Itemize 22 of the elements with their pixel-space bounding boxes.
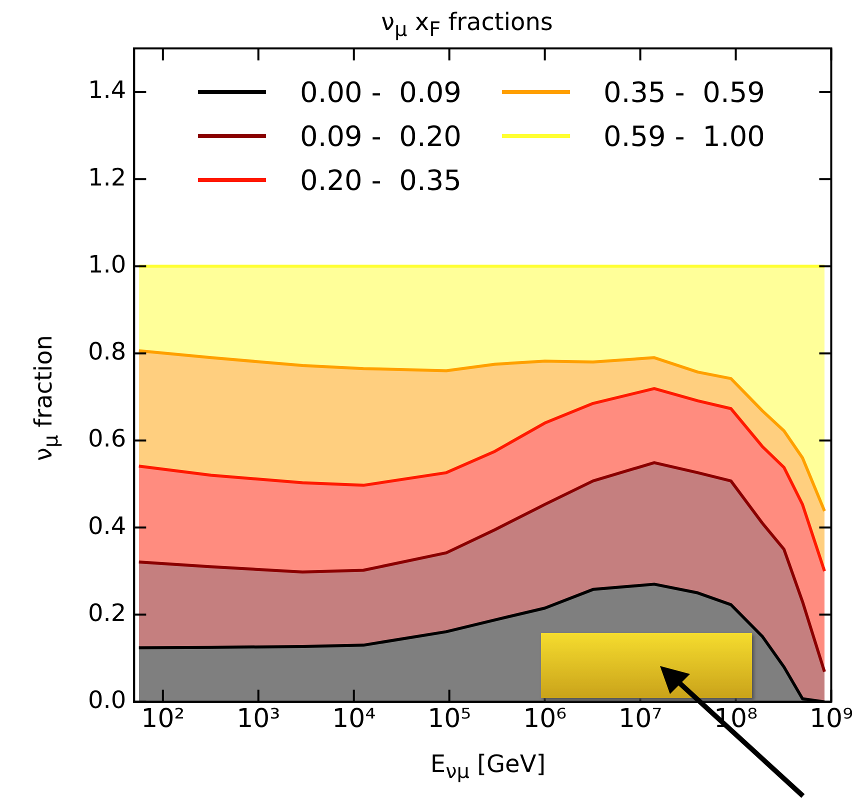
- x-tick-label: 10⁶: [523, 704, 567, 734]
- x-axis-title: E$_{νμ}$ [GeV]: [429, 750, 547, 783]
- y-tick-label: 0.8: [88, 338, 126, 366]
- y-tick-label: 0.0: [88, 686, 126, 714]
- legend-label: 0.00 - 0.09: [300, 76, 462, 108]
- x-tick-label: 10⁴: [332, 704, 376, 734]
- x-tick-label: 10⁷: [618, 704, 662, 734]
- legend-label: 0.35 - 0.59: [604, 76, 765, 108]
- x-tick-label: 10⁵: [428, 704, 472, 734]
- x-tick-label: 10⁹: [809, 704, 854, 734]
- y-tick-label: 0.6: [88, 424, 126, 453]
- legend-label: 0.20 - 0.35: [300, 164, 462, 196]
- legend-label: 0.09 - 0.20: [300, 120, 462, 152]
- y-tick-label: 1.0: [88, 250, 126, 278]
- y-tick-label: 1.2: [88, 163, 126, 192]
- x-tick-label: 10²: [141, 704, 185, 734]
- y-tick-label: 0.2: [88, 598, 126, 627]
- x-tick-label: 10³: [236, 704, 280, 734]
- y-tick-label: 0.4: [88, 512, 126, 540]
- legend-label: 0.59 - 1.00: [604, 120, 765, 152]
- chart-title: ν$_{μ}$ x$_{F}$ fractions: [380, 8, 554, 41]
- y-tick-label: 1.4: [88, 76, 126, 104]
